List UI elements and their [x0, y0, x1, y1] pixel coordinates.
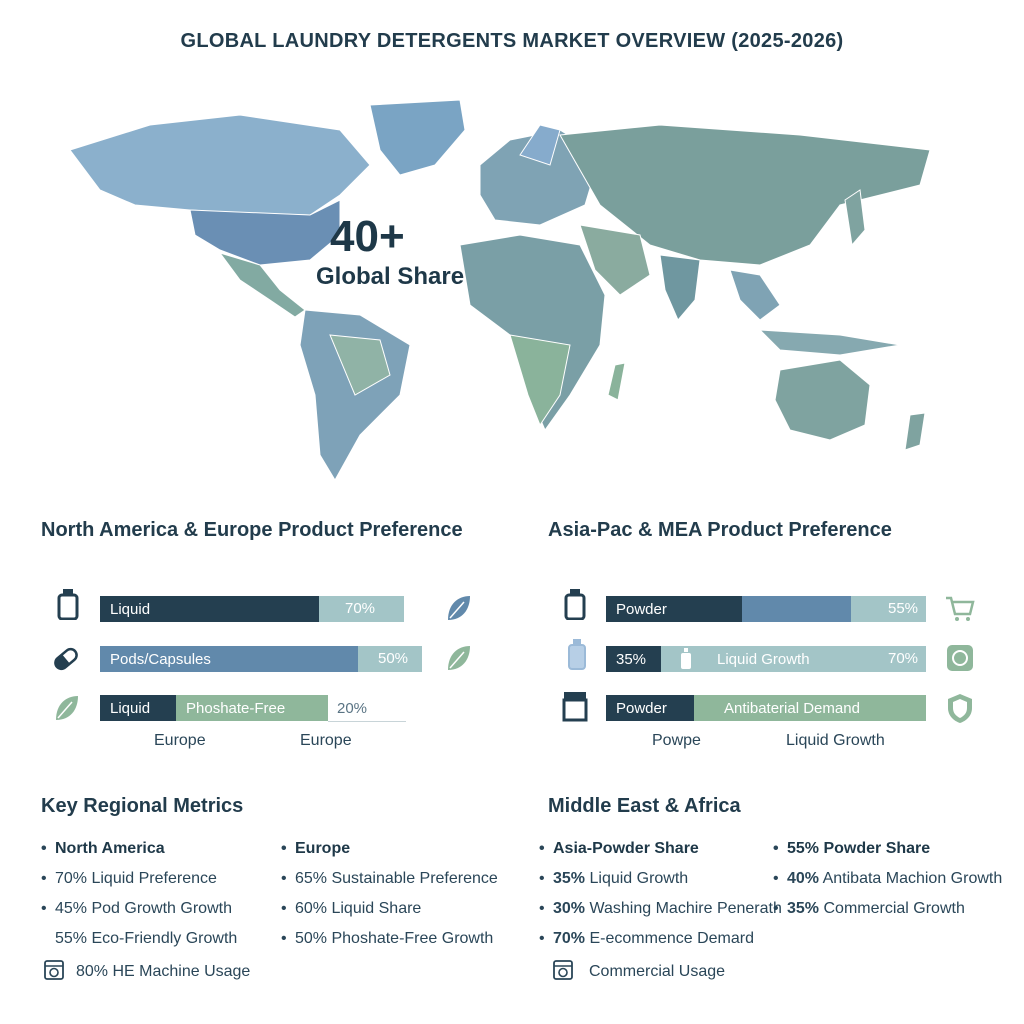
bar-value-label: 55% — [888, 600, 919, 617]
washing-machine-icon — [553, 960, 573, 980]
right-panel-title: Asia-Pac & MEA Product Preference — [548, 519, 892, 541]
shield-icon — [948, 694, 972, 723]
axis-label: Liquid Growth — [786, 732, 885, 749]
metric-head: • North America — [41, 840, 165, 857]
metric-item: • 60% Liquid Share — [281, 900, 422, 917]
leaf-icon — [448, 596, 470, 620]
map-asia — [559, 124, 931, 266]
metric-item: • 45% Pod Growth Growth — [41, 900, 232, 917]
metric-item: • 35% Commercial Growth — [773, 900, 965, 917]
map-australia — [774, 359, 871, 441]
metric-item: Commercial Usage — [553, 960, 725, 981]
map-africa — [459, 234, 606, 432]
leaf-icon — [448, 646, 470, 670]
metric-item: • 35% Liquid Growth — [539, 870, 689, 887]
axis-label: Europe — [154, 732, 206, 749]
bar-value-label: 20% — [337, 700, 368, 717]
left-bar-3: Liquid Phoshate-Free — [100, 695, 328, 721]
metric-head: • Asia-Powder Share — [539, 840, 699, 857]
metric-item: • 65% Sustainable Preference — [281, 870, 498, 887]
bar-segment-label: Phoshate-Free — [186, 699, 286, 717]
metric-item: • 70% Liquid Preference — [41, 870, 217, 887]
right-bar-2: 35% Liquid Growth — [606, 646, 926, 672]
metric-item: 80% HE Machine Usage — [44, 960, 250, 981]
box-icon — [562, 692, 588, 722]
bottle-icon — [57, 589, 79, 620]
metric-head: • 55% Powder Share — [773, 840, 931, 857]
bar-value-label: 70% — [888, 650, 919, 667]
axis-label: Powpe — [652, 732, 701, 749]
map-canada — [69, 114, 371, 216]
bar-segment-label: Liquid — [100, 596, 319, 622]
metric-item: • 70% E-ecommence Demard — [539, 930, 754, 947]
bar-baseline — [328, 721, 406, 722]
metric-item: • 50% Phoshate-Free Growth — [281, 930, 494, 947]
mea-metrics-title: Middle East & Africa — [548, 795, 741, 817]
axis-label: Europe — [300, 732, 352, 749]
metric-item: • 40% Antibata Machion Growth — [773, 870, 1003, 887]
bar-segment-label: Pods/Capsules — [100, 646, 358, 672]
bar-segment-label: 35% — [606, 646, 661, 672]
left-panel-title: North America & Europe Product Preferenc… — [41, 519, 463, 541]
bar-value-label: 50% — [378, 650, 409, 667]
map-greenland — [369, 99, 466, 176]
bar-segment-label: Liquid Growth — [717, 650, 810, 668]
small-bottle-icon — [568, 639, 586, 670]
bar-segment-label: Powder — [606, 596, 742, 622]
bar-segment-label: Antibaterial Demand — [724, 699, 860, 717]
page-title: GLOBAL LAUNDRY DETERGENTS MARKET OVERVIE… — [180, 30, 844, 52]
bar-value-label: 70% — [345, 600, 376, 617]
metric-head: • Europe — [281, 840, 351, 857]
metric-item: • 30% Washing Machire Penerath — [539, 900, 782, 917]
bottle-icon — [564, 589, 586, 620]
key-metrics-title: Key Regional Metrics — [41, 795, 244, 817]
cart-icon — [946, 596, 975, 621]
leaf-icon — [56, 696, 78, 720]
small-bottle-icon — [681, 648, 691, 669]
washing-machine-icon — [44, 960, 64, 980]
badge-icon — [947, 645, 973, 671]
pill-icon — [54, 647, 78, 671]
right-bar-3: Powder Antibaterial Demand — [606, 695, 926, 721]
map-central-america — [218, 252, 306, 318]
world-map — [69, 99, 931, 481]
left-bar-2: Pods/Capsules — [100, 646, 422, 672]
map-india — [659, 254, 701, 321]
map-usa — [189, 199, 341, 266]
bar-segment-label: Powder — [606, 695, 694, 721]
map-europe — [479, 129, 601, 226]
bar-segment-label: Liquid — [100, 695, 176, 721]
map-middle-east — [579, 224, 651, 296]
bar-segment-fill — [742, 596, 851, 622]
metric-item: 55% Eco-Friendly Growth — [55, 930, 238, 947]
right-bar-1: Powder — [606, 596, 926, 622]
left-bar-1: Liquid — [100, 596, 404, 622]
